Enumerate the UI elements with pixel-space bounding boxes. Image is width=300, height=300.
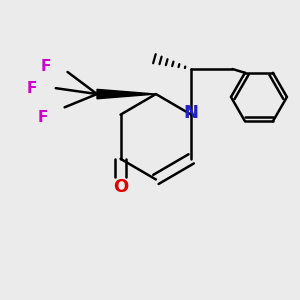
Text: O: O [113,178,128,196]
Text: F: F [37,110,48,125]
Text: F: F [27,81,38,96]
Text: N: N [184,104,199,122]
Text: F: F [40,58,51,74]
Polygon shape [97,89,156,99]
